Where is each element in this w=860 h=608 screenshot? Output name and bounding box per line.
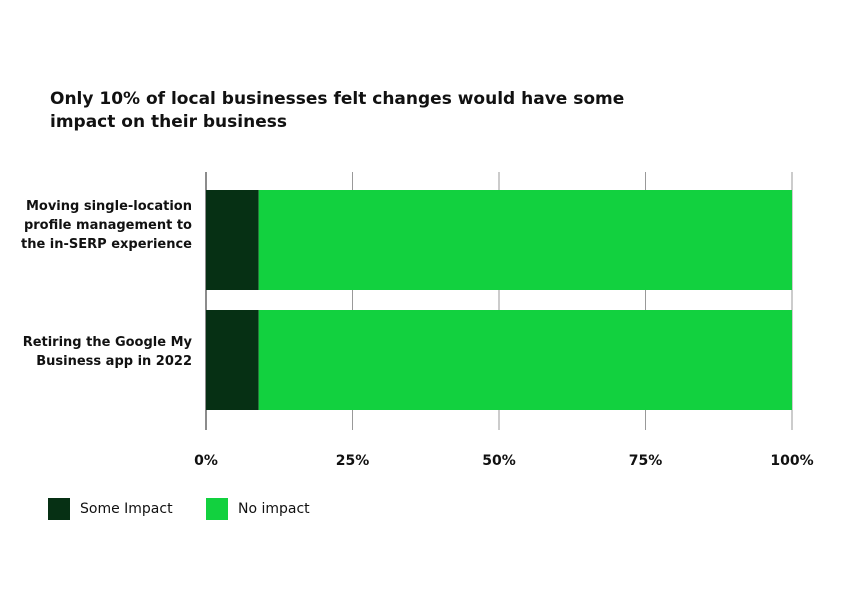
bar-segment	[206, 310, 259, 410]
category-label: Retiring the Google My Business app in 2…	[22, 335, 192, 369]
x-tick-label: 50%	[482, 453, 516, 469]
category-label: Moving single-location profile managemen…	[20, 199, 192, 252]
legend-swatch	[48, 498, 70, 520]
legend-swatch	[206, 498, 228, 520]
chart-title: Only 10% of local businesses felt change…	[50, 89, 625, 132]
legend-item-some-impact: Some Impact	[48, 498, 173, 520]
x-tick-label: 0%	[194, 453, 218, 469]
legend-label: No impact	[238, 501, 310, 517]
bar-segment	[206, 190, 259, 290]
bar-segment	[258, 310, 792, 410]
x-tick-label: 25%	[336, 453, 370, 469]
bar-segment	[258, 190, 792, 290]
legend-label: Some Impact	[80, 501, 173, 517]
legend-item-no-impact: No impact	[206, 498, 310, 520]
x-tick-label: 75%	[629, 453, 663, 469]
x-tick-label: 100%	[770, 453, 813, 469]
